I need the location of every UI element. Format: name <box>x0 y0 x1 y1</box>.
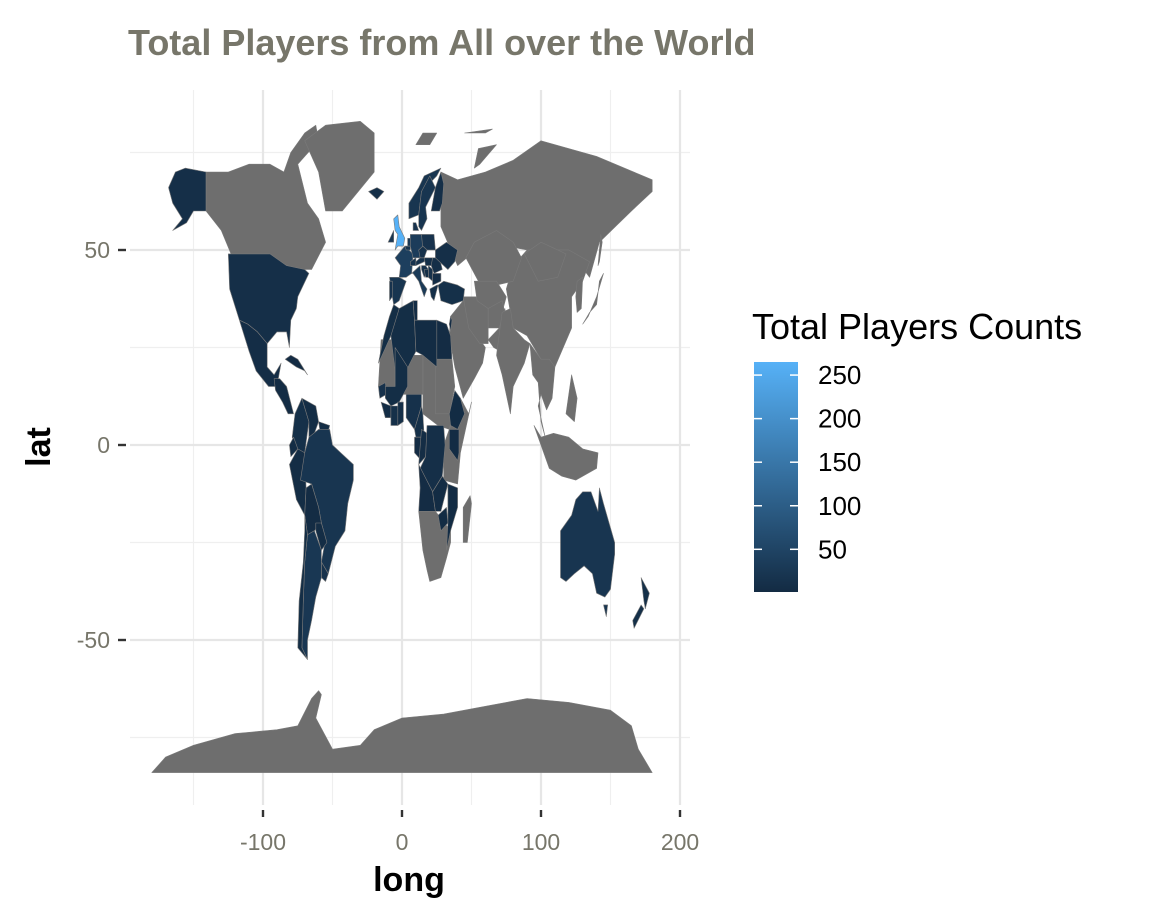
region-new-zealand <box>640 577 650 610</box>
region-antarctica <box>151 690 653 773</box>
region-central-america <box>273 378 294 415</box>
legend-label: 200 <box>818 404 861 434</box>
region-egypt <box>436 319 453 360</box>
region-mexico <box>239 319 282 387</box>
region-sakhalin <box>597 234 603 266</box>
region-new-zealand-south <box>632 604 645 629</box>
legend-ticks: 250 200 150 100 50 <box>754 360 861 564</box>
region-ecuador <box>289 436 299 458</box>
region-mozambique <box>446 483 458 551</box>
region-ukraine <box>435 241 458 270</box>
color-legend: Total Players Counts 250 200 150 100 50 <box>752 306 1082 592</box>
region-nigeria <box>405 393 422 430</box>
region-usa <box>228 253 310 348</box>
x-tick-label: 0 <box>396 829 409 855</box>
y-tick-label: -50 <box>77 627 110 653</box>
region-ireland <box>387 230 395 243</box>
legend-colorbar <box>754 362 798 592</box>
region-ivory-coast <box>390 405 399 426</box>
region-ghana <box>397 401 404 426</box>
region-iceland <box>368 187 385 200</box>
region-finland <box>430 171 445 212</box>
region-paraguay <box>315 522 328 551</box>
y-tick-label: 0 <box>97 432 110 458</box>
x-tick-label: 100 <box>522 829 560 855</box>
region-bulgaria <box>432 273 442 286</box>
map-regions <box>151 121 653 773</box>
legend-label: 50 <box>818 534 847 564</box>
region-italy <box>411 265 428 298</box>
region-china <box>505 249 590 368</box>
region-portugal <box>389 280 393 302</box>
region-indonesia <box>533 425 599 481</box>
x-tick-label: -100 <box>240 829 286 855</box>
region-denmark <box>412 222 420 231</box>
region-ethiopia <box>448 390 465 430</box>
region-svalbard <box>415 132 438 145</box>
region-japan <box>582 273 604 325</box>
chart-title: Total Players from All over the World <box>128 22 755 63</box>
legend-label: 150 <box>818 447 861 477</box>
region-greenland <box>304 121 375 212</box>
region-tasmania <box>603 604 609 617</box>
region-greece <box>429 284 439 302</box>
x-axis-title: long <box>373 861 445 899</box>
region-israel <box>448 315 453 333</box>
y-tick-label: 50 <box>84 237 110 263</box>
legend-label: 250 <box>818 360 861 390</box>
region-czech-republic <box>418 245 428 259</box>
region-sudan <box>435 358 456 415</box>
region-caribbean <box>284 354 308 376</box>
legend-label: 100 <box>818 491 861 521</box>
region-novaya-zemlya <box>473 144 497 169</box>
region-korea <box>575 276 584 313</box>
region-alaska <box>168 167 207 231</box>
region-mongolia <box>523 241 567 282</box>
legend-title: Total Players Counts <box>752 306 1082 347</box>
region-libya <box>414 319 438 368</box>
region-angola <box>418 464 436 512</box>
x-tick-label: 200 <box>661 829 699 855</box>
region-spain <box>389 276 407 305</box>
region-bosnia <box>423 269 429 278</box>
region-uk <box>393 214 406 251</box>
region-southeast-asia <box>529 343 556 438</box>
region-mali <box>384 347 408 407</box>
region-turkey <box>437 280 465 305</box>
y-axis-title: lat <box>20 427 58 467</box>
axes: -100 0 100 200 -50 0 50 <box>77 237 699 855</box>
region-chile <box>297 514 308 660</box>
region-zambia <box>432 475 449 512</box>
region-arctic-islands <box>464 128 493 134</box>
region-philippines <box>565 374 578 422</box>
region-madagascar <box>462 495 472 543</box>
region-australia <box>560 487 616 598</box>
